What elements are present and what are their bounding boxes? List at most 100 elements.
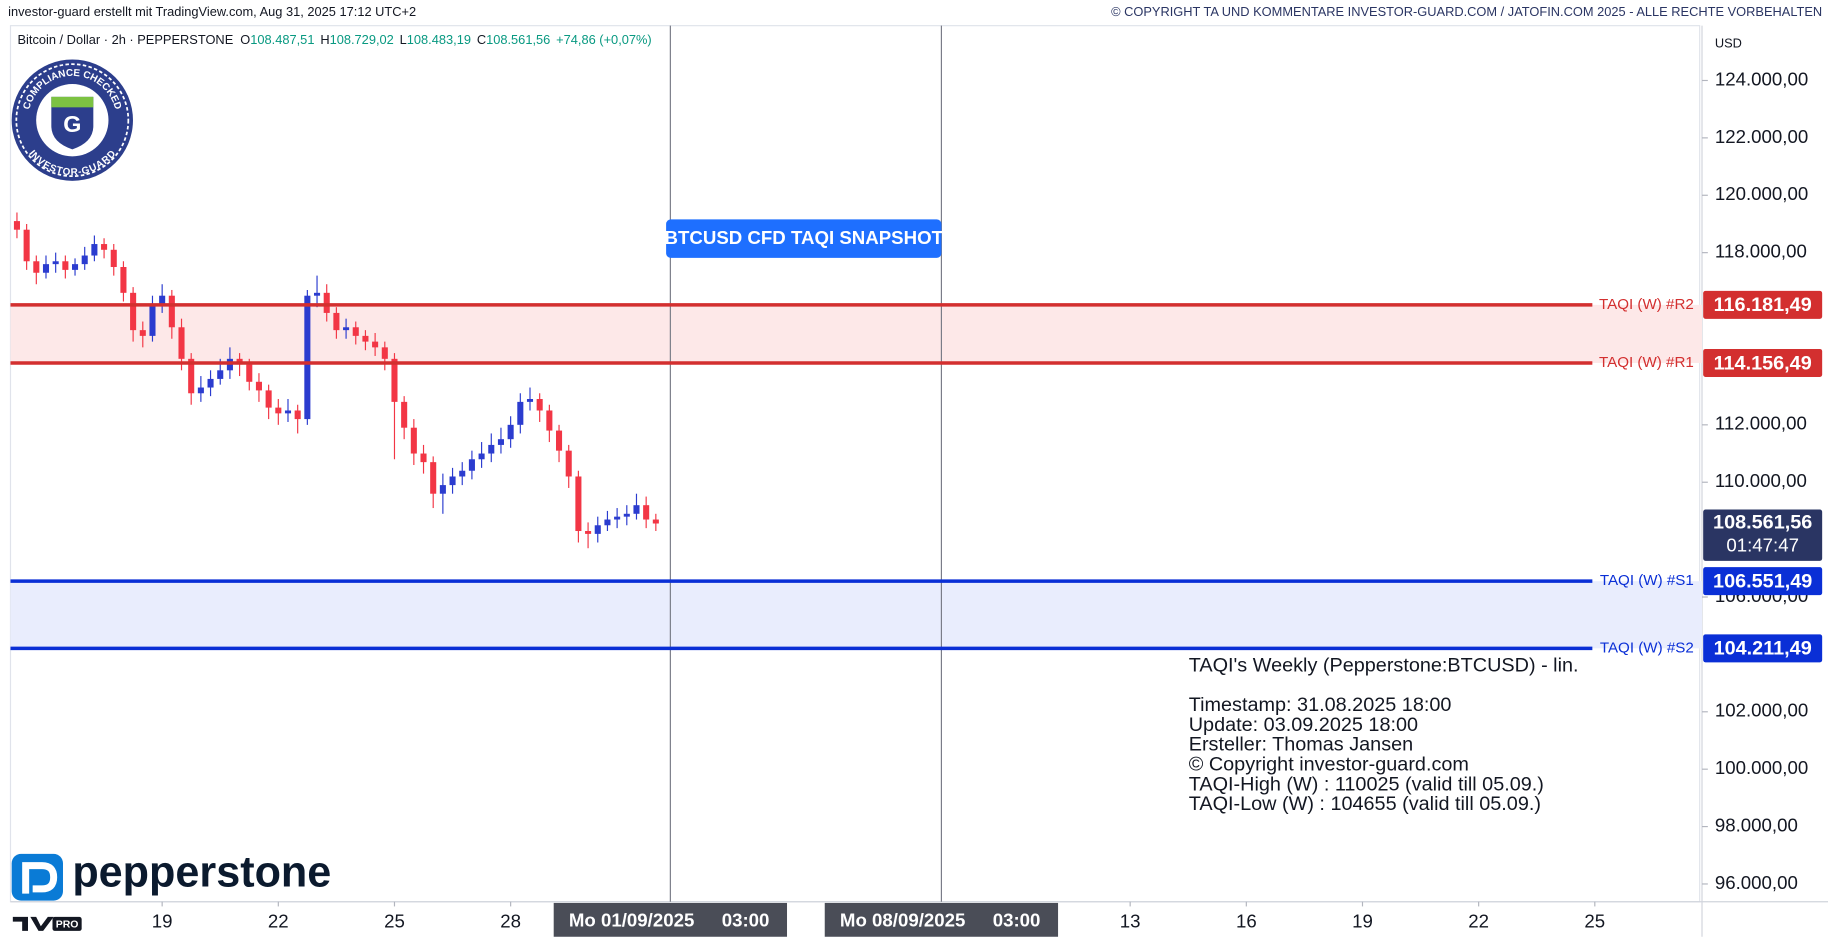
candle-body xyxy=(101,244,108,250)
candle-body xyxy=(52,261,59,265)
x-tick-label: 28 xyxy=(500,911,521,932)
legend-value: 108.561,56 xyxy=(486,32,550,47)
x-tick-label: 22 xyxy=(1468,911,1489,932)
candle-body xyxy=(594,525,601,534)
candle-body xyxy=(72,264,79,270)
candle-body xyxy=(149,304,156,336)
level-price: 116.181,49 xyxy=(1714,294,1812,316)
legend-items: O108.487,51 H108.729,02 L108.483,19 C108.56… xyxy=(240,32,651,47)
level-price: 106.551,49 xyxy=(1713,571,1812,593)
candle-body xyxy=(604,519,611,526)
level-price-box xyxy=(1703,634,1823,663)
level-name: TAQI (W) #R1 xyxy=(1599,354,1694,371)
candle-body xyxy=(439,485,446,494)
badge-shield xyxy=(51,96,94,150)
marker-date: Mo 01/09/2025 xyxy=(569,910,694,931)
candle-body xyxy=(323,292,330,313)
candle-body xyxy=(23,229,30,262)
candle-body xyxy=(652,519,659,524)
legend-key: L xyxy=(400,32,407,47)
compliance-badge: G COMPLIANCE CHECKED INVESTOR-GUARD xyxy=(11,59,133,181)
candle-body xyxy=(110,249,117,268)
header-left: investor-guard erstellt mit TradingView.… xyxy=(8,4,416,19)
candle-body xyxy=(381,347,388,359)
info-title: TAQI's Weekly (Pepperstone:BTCUSD) - lin… xyxy=(1189,654,1579,676)
badge-ring xyxy=(15,63,130,178)
candle-body xyxy=(614,516,621,520)
candle-body xyxy=(536,399,543,411)
candle-body xyxy=(284,410,292,414)
candle-body xyxy=(159,295,166,305)
legend-key: C xyxy=(477,32,486,47)
candle-body xyxy=(526,399,534,402)
y-tick-label: 98.000,00 xyxy=(1715,814,1798,835)
legend-title: Bitcoin / Dollar · 2h · PEPPERSTONE xyxy=(17,32,233,47)
info-line: Timestamp: 31.08.2025 18:00 xyxy=(1189,694,1452,716)
currency-label: USD xyxy=(1715,36,1742,51)
level-zone xyxy=(10,581,1703,649)
legend-key: H xyxy=(320,32,329,47)
info-line: Update: 03.09.2025 18:00 xyxy=(1189,714,1418,736)
candle-body xyxy=(333,312,340,331)
candle-body xyxy=(188,358,195,394)
marker-time: 03:00 xyxy=(722,910,770,931)
candle-body xyxy=(304,295,311,420)
candle-body xyxy=(265,390,272,408)
level-name: TAQI (W) #S1 xyxy=(1600,572,1694,589)
candle-body xyxy=(13,221,20,230)
candle-body xyxy=(207,378,214,388)
candle-body xyxy=(430,462,437,494)
info-line: TAQI-High (W) : 110025 (valid till 05.09… xyxy=(1189,773,1544,795)
candle-body xyxy=(623,513,630,517)
candle-body xyxy=(478,453,485,460)
candle-body xyxy=(168,295,175,328)
brand-name: pepperstone xyxy=(72,848,331,896)
candle-body xyxy=(42,264,50,273)
legend-key: O xyxy=(240,32,250,47)
candle-body xyxy=(294,410,301,420)
marker-box xyxy=(553,902,788,937)
candle-body xyxy=(275,407,282,414)
candle-body xyxy=(343,327,350,331)
brand-icon-p xyxy=(22,862,58,894)
info-box: TAQI's Weekly (Pepperstone:BTCUSD) - lin… xyxy=(1189,654,1579,815)
badge-stripe xyxy=(51,96,94,108)
y-tick-label: 124.000,00 xyxy=(1715,68,1808,89)
candle-body xyxy=(585,531,592,534)
tv-plan: PRO xyxy=(56,919,79,930)
last-price: 108.561,56 xyxy=(1713,512,1812,534)
y-tick-label: 110.000,00 xyxy=(1715,470,1807,491)
levels: TAQI (W) #R2 116.181,49 TAQI (W) #R1 114.15… xyxy=(10,290,1823,663)
level-zone xyxy=(10,304,1703,363)
candle-body xyxy=(401,401,408,428)
marker-time: 03:00 xyxy=(993,910,1041,931)
candle-body xyxy=(314,292,321,296)
candle-body xyxy=(352,327,359,336)
candle-body xyxy=(517,401,524,425)
candle-body xyxy=(362,335,369,342)
legend-value: 108.487,51 xyxy=(250,32,314,47)
candles xyxy=(13,212,659,549)
tv-plan-box xyxy=(52,916,82,931)
header-right: © COPYRIGHT TA UND KOMMENTARE INVESTOR-G… xyxy=(1111,4,1822,19)
level-name: TAQI (W) #R2 xyxy=(1599,296,1694,313)
candle-body xyxy=(120,267,127,293)
candle-body xyxy=(643,505,650,520)
candle-body xyxy=(217,370,224,379)
info-line: © Copyright investor-guard.com xyxy=(1189,754,1469,776)
candle-body xyxy=(91,244,98,256)
legend-value: 108.483,19 xyxy=(407,32,471,47)
x-tick-label: 25 xyxy=(384,911,405,932)
level-price: 114.156,49 xyxy=(1714,352,1812,374)
info-line: TAQI-Low (W) : 104655 (valid till 05.09.… xyxy=(1189,793,1541,815)
info-line: Ersteller: Thomas Jansen xyxy=(1189,734,1413,756)
brand-logo: pepperstone xyxy=(11,848,331,901)
candle-body xyxy=(468,459,475,471)
candle-body xyxy=(139,330,146,336)
level-price: 104.211,49 xyxy=(1714,638,1812,660)
zones xyxy=(10,304,1703,649)
candle-body xyxy=(130,292,137,331)
x-tick-label: 25 xyxy=(1584,911,1605,932)
